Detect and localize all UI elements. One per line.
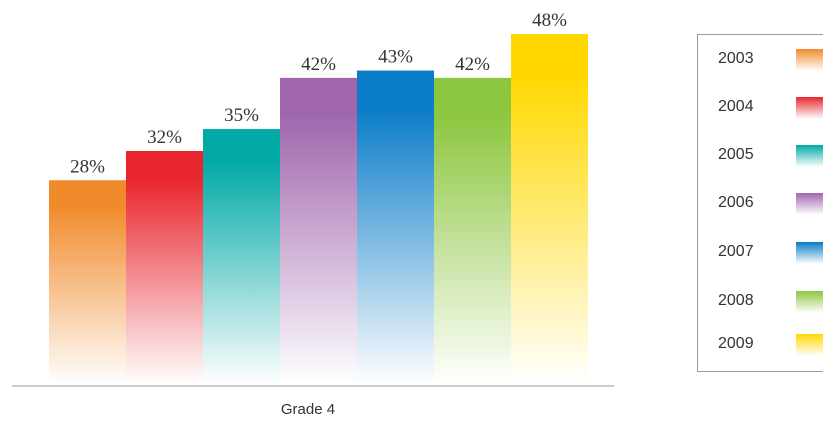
data-labels-group: 28% 32% 35% 42% 43% 42% 48%: [70, 10, 567, 177]
legend-item-2009: 2009: [698, 332, 823, 358]
legend-label: 2007: [718, 243, 754, 260]
legend-swatch: [796, 242, 823, 264]
data-label-2006: 42%: [301, 54, 336, 75]
legend-item-2008: 2008: [698, 289, 823, 315]
legend-swatch: [796, 97, 823, 119]
data-label-2007: 43%: [378, 47, 413, 68]
legend-label: 2006: [718, 194, 754, 211]
legend-label: 2004: [718, 98, 754, 115]
data-label-2004: 32%: [147, 127, 182, 148]
legend-item-2005: 2005: [698, 143, 823, 169]
legend-swatch: [796, 145, 823, 167]
legend-swatch: [796, 193, 823, 215]
data-label-2005: 35%: [224, 105, 259, 126]
legend-label: 2003: [718, 50, 754, 67]
data-label-2009: 48%: [532, 10, 567, 31]
bar-2008: [434, 77, 511, 385]
legend-item-2003: 2003: [698, 47, 823, 73]
bar-2006: [280, 77, 357, 385]
legend-label: 2005: [718, 146, 754, 163]
legend-item-2006: 2006: [698, 191, 823, 217]
bar-2005: [203, 129, 280, 385]
legend-label: 2009: [718, 335, 754, 352]
legend-swatch: [796, 291, 823, 313]
legend-swatch: [796, 334, 823, 356]
bars-group: [49, 34, 588, 385]
bar-2007: [357, 70, 434, 385]
legend-item-2007: 2007: [698, 240, 823, 266]
legend-label: 2008: [718, 292, 754, 309]
legend: 2003 2004 2005 2006 2007 2008 2009: [697, 34, 823, 372]
bar-2003: [49, 180, 126, 385]
data-label-2008: 42%: [455, 54, 490, 75]
bar-2004: [126, 151, 203, 385]
data-label-2003: 28%: [70, 156, 105, 177]
legend-swatch: [796, 49, 823, 71]
bar-2009: [511, 34, 588, 385]
x-axis-category-label: Grade 4: [281, 401, 335, 418]
legend-item-2004: 2004: [698, 95, 823, 121]
